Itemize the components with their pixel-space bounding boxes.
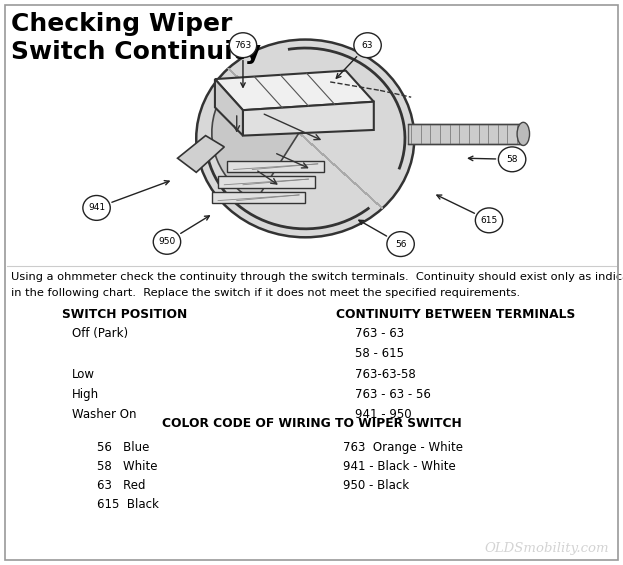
Text: 615  Black: 615 Black: [97, 498, 158, 511]
Circle shape: [153, 229, 181, 254]
FancyBboxPatch shape: [408, 124, 523, 144]
Circle shape: [498, 147, 526, 172]
Text: Off (Park): Off (Park): [72, 327, 128, 340]
Text: 941 - 950: 941 - 950: [355, 408, 412, 421]
Text: 941 - Black - White: 941 - Black - White: [343, 460, 455, 473]
Text: Switch Continuity: Switch Continuity: [11, 40, 261, 63]
Text: COLOR CODE OF WIRING TO WIPER SWITCH: COLOR CODE OF WIRING TO WIPER SWITCH: [161, 417, 462, 430]
Text: 63   Red: 63 Red: [97, 479, 145, 492]
Circle shape: [387, 232, 414, 257]
Text: 56   Blue: 56 Blue: [97, 441, 149, 454]
Text: 56: 56: [395, 240, 406, 249]
Circle shape: [229, 33, 257, 58]
Polygon shape: [215, 79, 243, 136]
Text: Washer On: Washer On: [72, 408, 136, 421]
Polygon shape: [215, 71, 374, 110]
Text: Checking Wiper: Checking Wiper: [11, 12, 232, 36]
Wedge shape: [212, 106, 299, 201]
Circle shape: [354, 33, 381, 58]
Text: High: High: [72, 388, 99, 401]
Text: 950 - Black: 950 - Black: [343, 479, 409, 492]
Text: 763  Orange - White: 763 Orange - White: [343, 441, 463, 454]
Text: 941: 941: [88, 203, 105, 212]
FancyBboxPatch shape: [212, 192, 305, 203]
Text: 763 - 63 - 56: 763 - 63 - 56: [355, 388, 431, 401]
Circle shape: [83, 195, 110, 220]
Text: 615: 615: [480, 216, 498, 225]
Ellipse shape: [517, 123, 530, 145]
Polygon shape: [243, 102, 374, 136]
Text: 763: 763: [234, 41, 252, 50]
Text: OLDSmobility.com: OLDSmobility.com: [485, 542, 609, 555]
FancyBboxPatch shape: [227, 161, 324, 172]
Text: in the following chart.  Replace the switch if it does not meet the specified re: in the following chart. Replace the swit…: [11, 288, 520, 298]
Text: 58 - 615: 58 - 615: [355, 347, 404, 360]
Text: SWITCH POSITION: SWITCH POSITION: [62, 308, 188, 321]
Text: 58: 58: [506, 155, 518, 164]
Circle shape: [475, 208, 503, 233]
Text: 63: 63: [362, 41, 373, 50]
Text: 763-63-58: 763-63-58: [355, 368, 416, 381]
Text: Using a ohmmeter check the continuity through the switch terminals.  Continuity : Using a ohmmeter check the continuity th…: [11, 272, 623, 282]
Polygon shape: [178, 136, 224, 172]
Text: Low: Low: [72, 368, 95, 381]
Text: 763 - 63: 763 - 63: [355, 327, 404, 340]
Text: 58   White: 58 White: [97, 460, 157, 473]
FancyBboxPatch shape: [218, 176, 315, 188]
Text: CONTINUITY BETWEEN TERMINALS: CONTINUITY BETWEEN TERMINALS: [336, 308, 576, 321]
Text: 950: 950: [158, 237, 176, 246]
Circle shape: [196, 40, 414, 237]
